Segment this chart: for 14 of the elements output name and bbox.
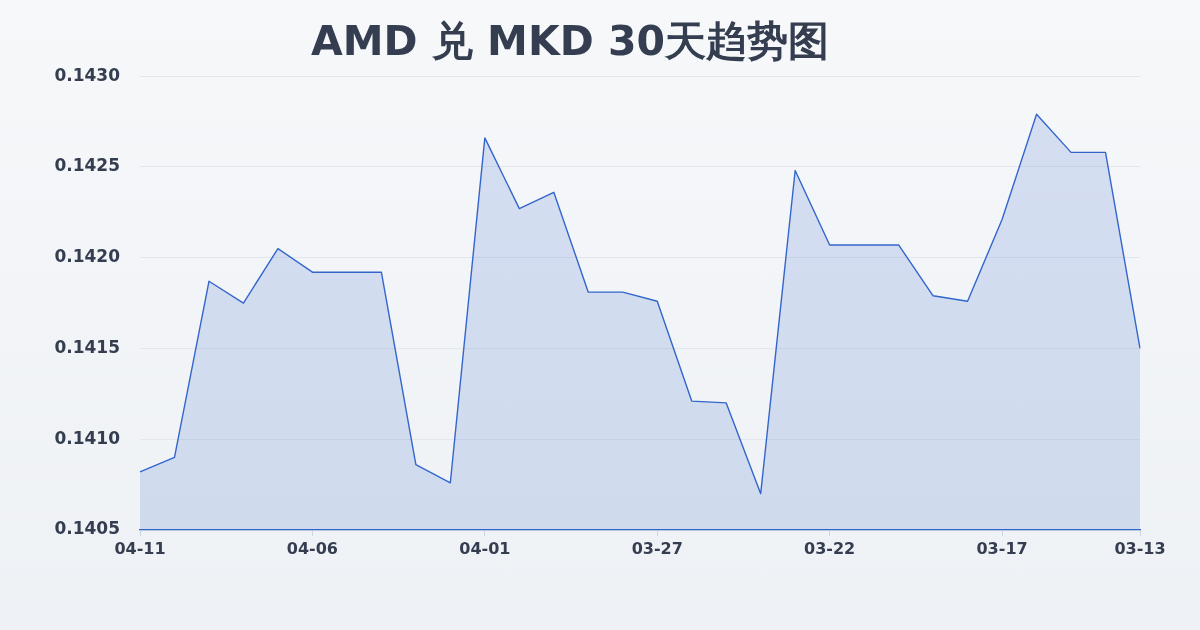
y-tick-label: 0.1430 [54, 64, 121, 85]
x-tick-label: 04-01 [459, 538, 511, 558]
x-tick-label: 03-22 [804, 538, 856, 558]
x-tick-label: 03-13 [1114, 538, 1166, 558]
x-tick-label: 03-27 [631, 538, 683, 558]
x-tick-label: 04-06 [286, 538, 338, 558]
y-tick-label: 0.1415 [54, 336, 120, 357]
y-tick-label: 0.1410 [54, 427, 121, 448]
y-tick-label: 0.1425 [54, 155, 120, 176]
x-tick-label: 04-11 [114, 538, 166, 558]
x-tick-label: 03-17 [976, 538, 1028, 558]
y-tick-label: 0.1420 [54, 246, 121, 267]
chart-title: AMD 兑 MKD 30天趋势图 [310, 17, 830, 66]
y-tick-label: 0.1405 [54, 518, 120, 539]
